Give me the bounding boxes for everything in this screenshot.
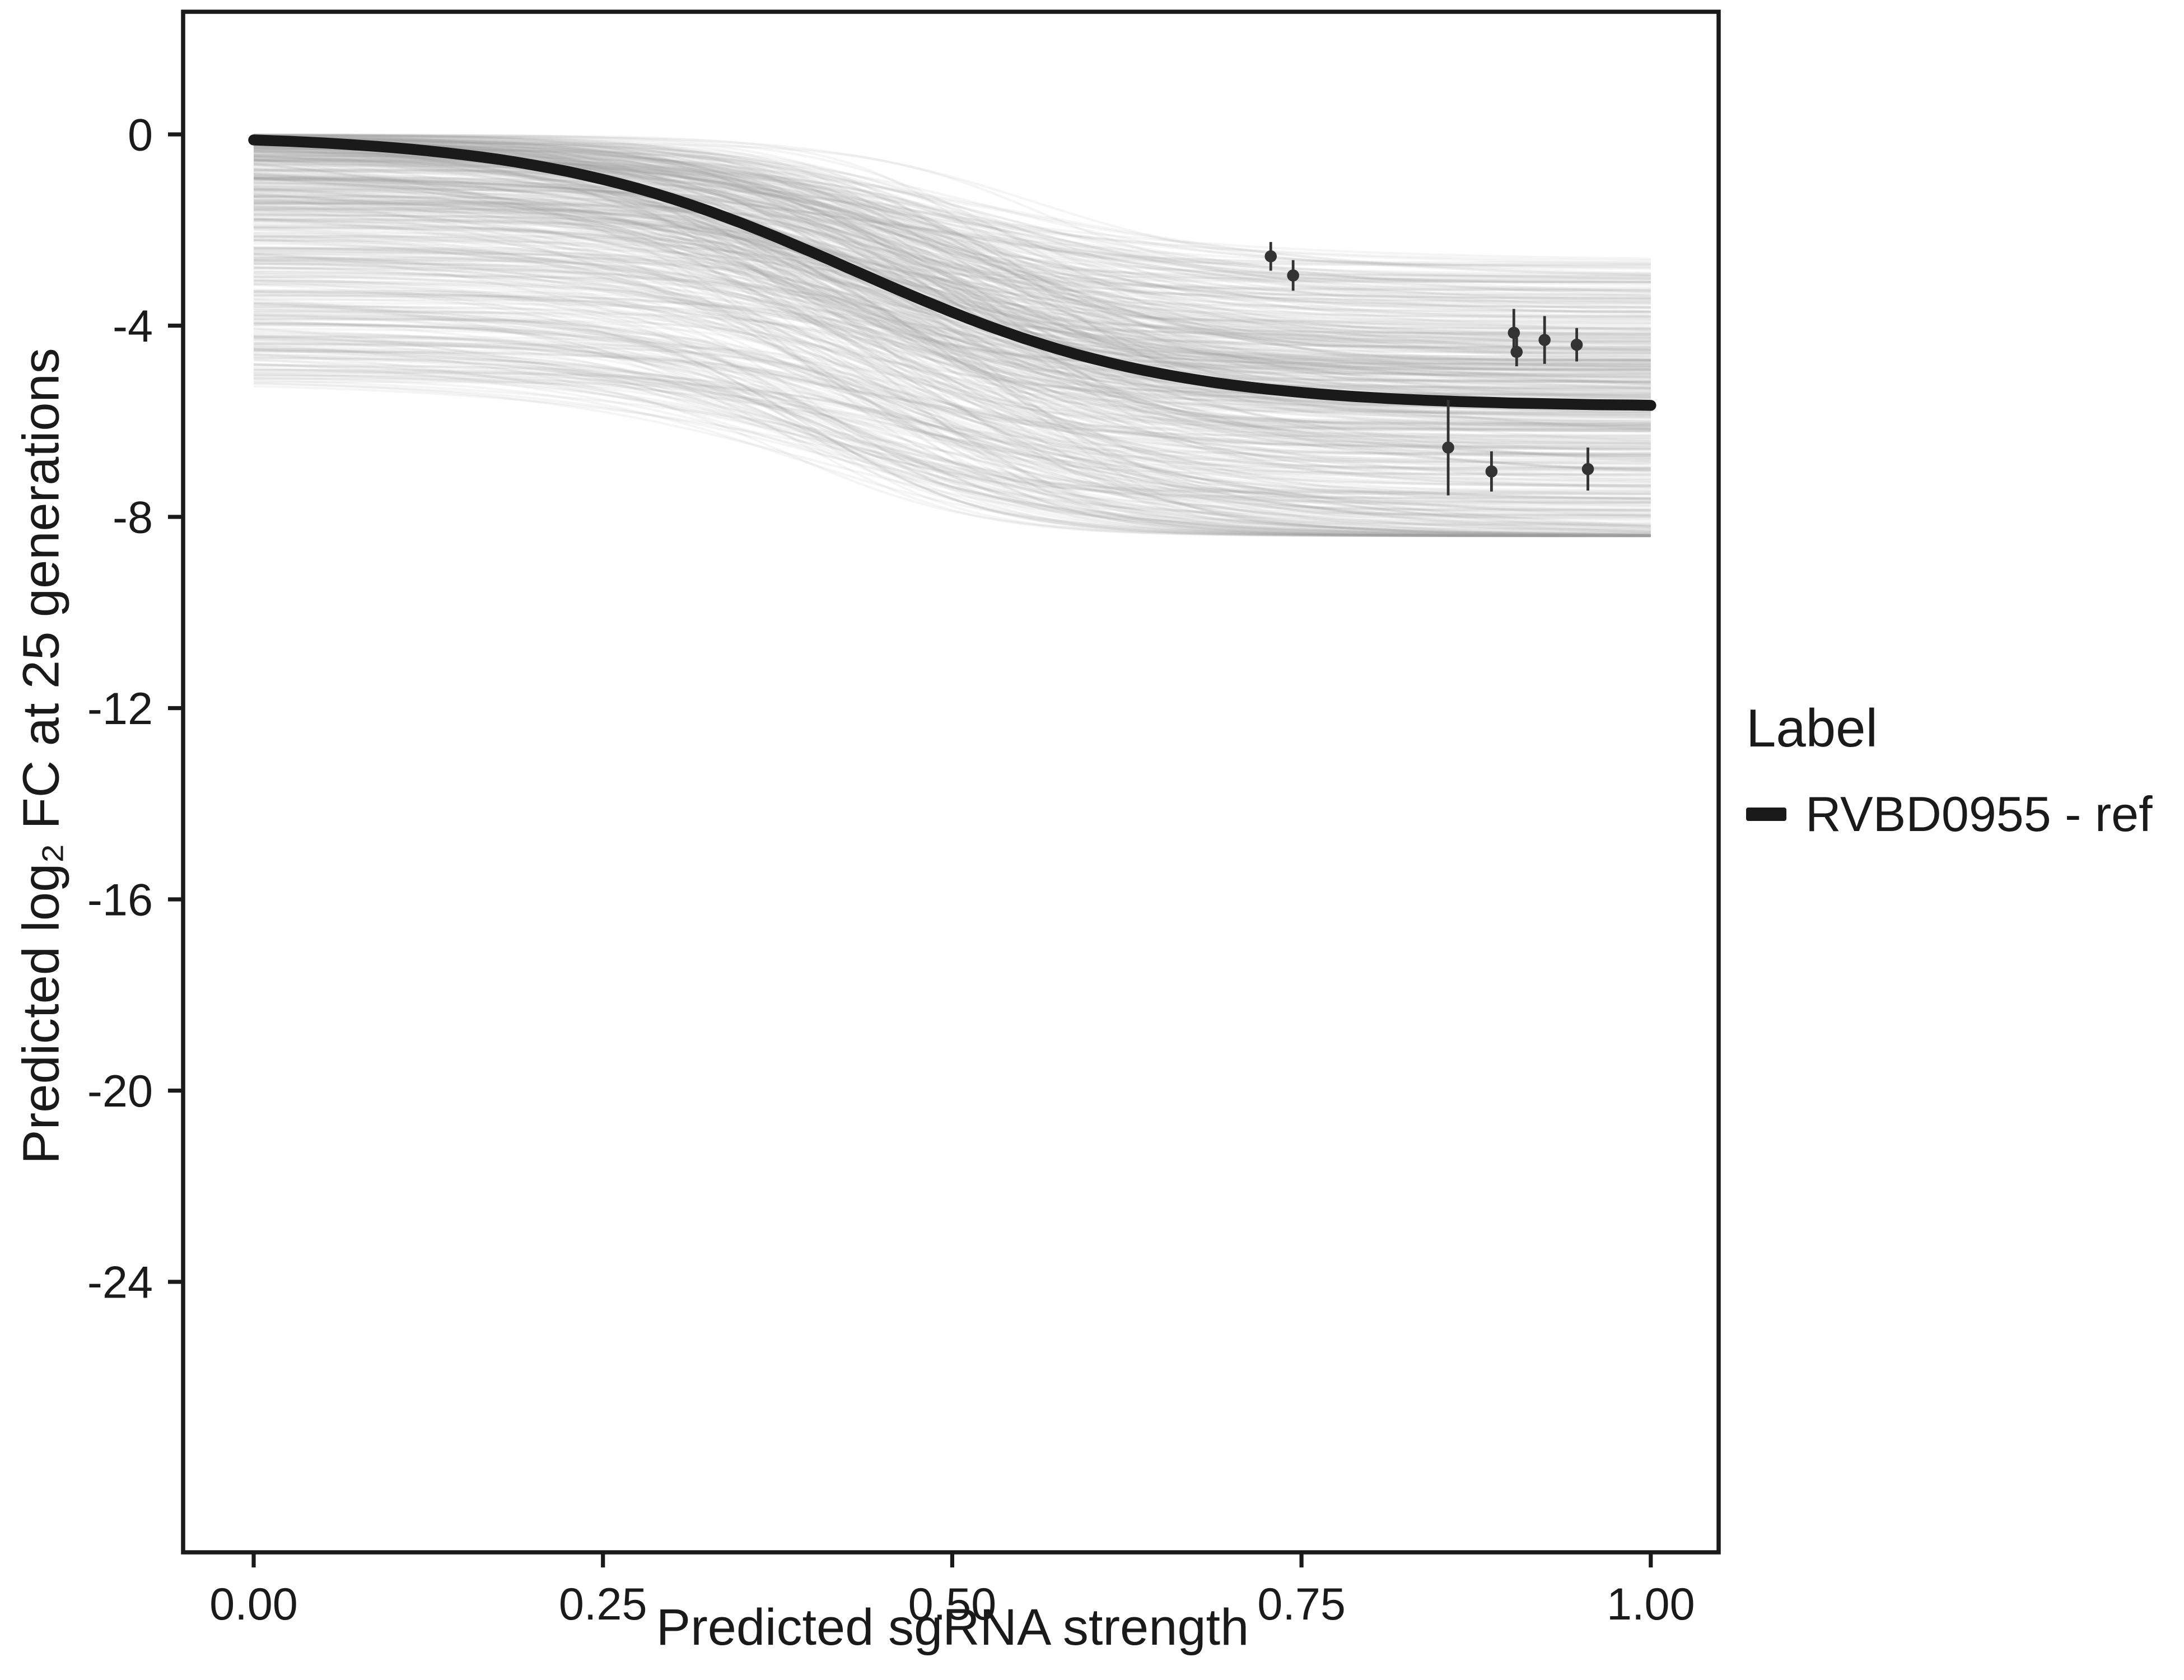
posterior-curve-bundle <box>253 133 1651 538</box>
legend-item-label: RVBD0955 - ref <box>1805 786 2153 842</box>
data-points <box>1264 242 1594 496</box>
data-point <box>1508 326 1520 339</box>
y-tick-label: -4 <box>113 301 153 352</box>
y-tick-label: -8 <box>113 492 153 543</box>
y-tick-label: -12 <box>87 684 153 734</box>
data-point <box>1538 334 1551 346</box>
data-point <box>1442 441 1454 454</box>
x-tick-label: 0.25 <box>559 1579 647 1630</box>
x-axis-title: Predicted sgRNA strength <box>656 1599 1249 1656</box>
legend: Label RVBD0955 - ref <box>1746 699 2153 841</box>
y-tick-label: -24 <box>87 1257 153 1308</box>
x-tick-label: 0.50 <box>908 1579 997 1630</box>
data-point <box>1485 465 1498 478</box>
y-tick-label: -16 <box>87 875 153 925</box>
y-tick-label: 0 <box>128 110 153 161</box>
y-axis-title: Predicted log₂ FC at 25 generations <box>12 348 70 1164</box>
data-point <box>1570 338 1583 351</box>
y-tick-label: -20 <box>87 1066 153 1117</box>
data-point <box>1264 250 1277 263</box>
legend-item: RVBD0955 - ref <box>1746 787 2153 842</box>
x-tick-label: 0.00 <box>209 1579 298 1630</box>
x-tick-label: 0.75 <box>1257 1579 1346 1630</box>
data-point <box>1510 346 1523 358</box>
legend-title: Label <box>1746 698 1878 758</box>
data-point <box>1287 269 1299 282</box>
fit-curve <box>248 134 1656 411</box>
legend-line-swatch-icon <box>1746 807 1786 821</box>
axis-ticks: 0.00 0.25 0.50 0.75 1.00 0 -4 -8 -12 -16 -20 -24 <box>87 110 1695 1630</box>
x-tick-label: 1.00 <box>1607 1579 1695 1630</box>
data-point <box>1581 463 1594 475</box>
